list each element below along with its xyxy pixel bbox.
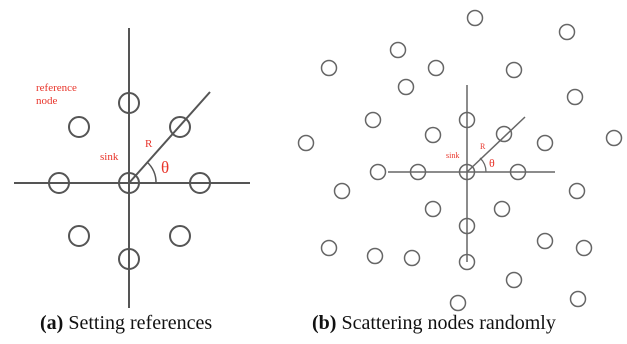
panel-a-radius-label: R [145, 138, 153, 150]
node [403, 249, 421, 267]
node [509, 163, 527, 181]
reference-node [169, 116, 191, 138]
panel-a-angle-arc [146, 161, 157, 184]
node [320, 59, 338, 77]
node [505, 61, 523, 79]
node [389, 41, 407, 59]
node [424, 126, 442, 144]
node [605, 129, 623, 147]
panel-b-caption-tag: (b) [312, 312, 337, 334]
sink-node [458, 163, 476, 181]
reference-node [118, 92, 140, 114]
reference-node [189, 172, 211, 194]
node [566, 88, 584, 106]
node [364, 111, 382, 129]
panel-b-caption: (b) Scattering nodes randomly [312, 312, 556, 335]
node [568, 182, 586, 200]
node [575, 239, 593, 257]
node [366, 247, 384, 265]
node [466, 9, 484, 27]
reference-node [48, 172, 70, 194]
node [536, 134, 554, 152]
panel-a [14, 28, 250, 308]
panel-b-sink-label: sink [446, 151, 459, 160]
sink-node [118, 172, 140, 194]
panel-a-sink-label: sink [100, 151, 119, 163]
node [427, 59, 445, 77]
panel-b-radius-line [466, 116, 526, 173]
panel-a-caption-text: Setting references [63, 312, 213, 334]
panel-b-angle-label: θ [489, 156, 495, 170]
reference-node-label-line2: node [36, 95, 58, 107]
reference-node-label-line1: reference [36, 82, 77, 94]
panel-a-caption-tag: (a) [40, 312, 64, 334]
node [333, 182, 351, 200]
node [397, 78, 415, 96]
node [569, 290, 587, 308]
reference-node [169, 225, 191, 247]
panel-a-angle-label: θ [161, 158, 169, 177]
node [320, 239, 338, 257]
node [449, 294, 467, 312]
node [493, 200, 511, 218]
panel-b [297, 9, 623, 312]
node [458, 217, 476, 235]
panel-b-caption-text: Scattering nodes randomly [336, 312, 556, 334]
node [409, 163, 427, 181]
reference-node [68, 225, 90, 247]
reference-node [68, 116, 90, 138]
node [495, 125, 513, 143]
node [424, 200, 442, 218]
panel-a-radius-line [128, 91, 211, 184]
node [458, 253, 476, 271]
node [558, 23, 576, 41]
node [297, 134, 315, 152]
node [536, 232, 554, 250]
node [458, 111, 476, 129]
node [505, 271, 523, 289]
panel-b-radius-label: R [480, 142, 486, 151]
reference-node [118, 248, 140, 270]
panel-a-caption: (a) Setting references [40, 312, 212, 335]
panel-b-angle-arc [479, 157, 487, 173]
node [369, 163, 387, 181]
